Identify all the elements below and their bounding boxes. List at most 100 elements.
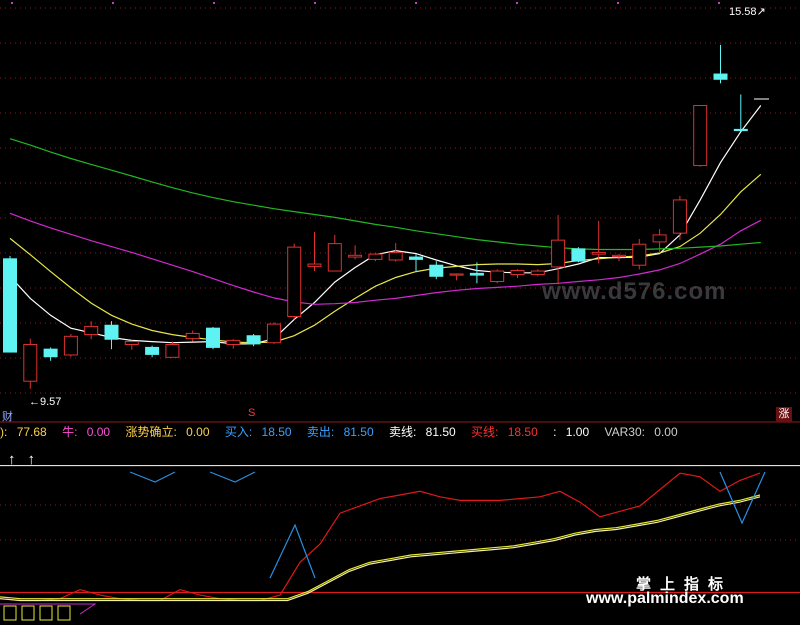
- candle-down: [713, 44, 728, 84]
- arrow-left-icon: ←: [29, 396, 40, 408]
- candle-body: [510, 269, 525, 276]
- limit-up-badge[interactable]: 涨: [776, 407, 792, 422]
- candle-down: [469, 262, 484, 284]
- candle-body: [429, 264, 444, 277]
- high-price-label: 15.58↗: [729, 5, 766, 18]
- candle-down: [104, 321, 119, 350]
- indicator-light-line: [0, 496, 761, 602]
- arrow-icon: ↗: [756, 6, 766, 18]
- low-price-value: 9.57: [40, 396, 62, 408]
- indicator-item: : 1.00: [553, 425, 590, 439]
- top-tick-mark: [112, 2, 114, 4]
- candle-body: [266, 323, 281, 344]
- candle-up: [266, 322, 281, 344]
- candle-up: [23, 338, 38, 389]
- indicator-item: 买线: 18.50: [471, 425, 538, 439]
- indicator-item: 牛: 0.00: [62, 425, 111, 439]
- candle-body: [63, 335, 78, 356]
- watermark-mid: www.d576.com: [542, 278, 727, 305]
- low-price-label: ←9.57: [29, 396, 61, 408]
- financial-badge[interactable]: 财: [2, 411, 13, 423]
- candle-up: [63, 333, 78, 357]
- up-arrow-icons: ↑↑: [8, 451, 47, 468]
- ma-magenta-line: [9, 212, 762, 305]
- candle-up: [124, 340, 139, 350]
- candle-body: [348, 254, 363, 258]
- candle-body: [307, 263, 322, 267]
- signal-spike: [209, 471, 256, 483]
- candle-up: [327, 234, 342, 272]
- sell-signal-mark: S: [248, 407, 256, 419]
- candle-body: [327, 243, 342, 272]
- candle-body: [226, 339, 241, 345]
- candle-body: [591, 251, 606, 255]
- candle-down: [409, 254, 423, 273]
- top-tick-mark: [516, 2, 518, 4]
- candle-up: [226, 339, 241, 349]
- candle-body: [368, 253, 383, 260]
- candle-body: [652, 234, 667, 243]
- candle-body: [104, 324, 119, 340]
- candle-body: [693, 105, 708, 167]
- indicator-item: 卖出: 81.50: [306, 425, 374, 439]
- candle-up: [551, 215, 566, 285]
- signal-box: [39, 605, 53, 621]
- grid-lines: [0, 2, 800, 541]
- candle-body: [3, 258, 17, 353]
- ma-white-line: [9, 105, 762, 345]
- candle-body: [287, 246, 302, 318]
- candle-up: [287, 243, 302, 320]
- high-price-value: 15.58: [729, 6, 757, 18]
- indicator-item: 涨势确立: 0.00: [125, 425, 210, 439]
- candle-up: [388, 243, 403, 262]
- candle-down: [43, 347, 58, 361]
- signal-spike: [129, 471, 176, 483]
- candlesticks[interactable]: [3, 44, 770, 389]
- candle-body: [145, 346, 160, 355]
- candle-body: [612, 254, 626, 258]
- candle-up: [510, 269, 525, 279]
- candle-body: [733, 128, 748, 132]
- candle-body: [165, 343, 180, 358]
- indicator-item: VAR30: 0.00: [604, 425, 678, 439]
- candle-up: [449, 273, 464, 281]
- candle-up: [530, 269, 545, 277]
- top-tick-mark: [314, 2, 316, 4]
- candle-up: [307, 231, 322, 272]
- candle-body: [409, 256, 423, 260]
- bottom-magenta-line: [0, 603, 97, 615]
- candle-body: [43, 348, 58, 358]
- candle-body: [490, 270, 505, 283]
- indicator-item: 买入: 18.50: [224, 425, 292, 439]
- candle-body: [469, 272, 484, 276]
- candle-body: [632, 243, 647, 266]
- candle-body: [84, 325, 99, 336]
- indicator-item: 卖线: 81.50: [388, 425, 456, 439]
- watermark-chinese: 掌上指标: [636, 576, 733, 593]
- candle-down: [3, 255, 17, 353]
- candle-down: [206, 326, 220, 350]
- top-tick-mark: [415, 2, 417, 4]
- signal-box: [3, 605, 17, 621]
- candle-down: [429, 261, 444, 280]
- indicator-item: ): 77.68: [0, 425, 47, 439]
- top-tick-mark: [213, 2, 215, 4]
- candle-up: [652, 229, 667, 253]
- candle-down: [246, 333, 261, 347]
- candle-body: [713, 73, 728, 80]
- candle-body: [388, 251, 403, 261]
- candle-up: [185, 330, 200, 342]
- top-tick-mark: [617, 2, 619, 4]
- candle-up: [490, 269, 505, 284]
- candle-body: [206, 327, 220, 348]
- candle-up: [672, 195, 687, 241]
- candle-body: [449, 273, 464, 276]
- signal-box: [57, 605, 71, 621]
- top-tick-mark: [11, 2, 13, 4]
- indicator-yellow-line: [0, 494, 761, 600]
- candle-body: [551, 239, 566, 268]
- candle-body: [185, 332, 200, 340]
- candle-up: [612, 254, 626, 262]
- top-tick-mark: [718, 2, 720, 4]
